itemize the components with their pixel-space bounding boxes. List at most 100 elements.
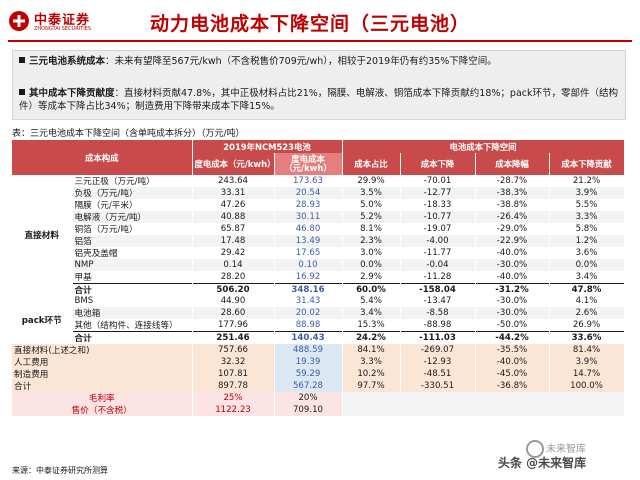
cell-decrease: -18.33	[400, 199, 476, 211]
cell-cost-new: 28.93	[274, 199, 343, 211]
table-row: 铝箔 17.48 13.49 2.3% -4.00 -22.9% 1.2%	[12, 235, 625, 247]
cell-contrib: 0.0%	[549, 259, 625, 271]
price-row: 售价（不含税） 1122.23 709.10	[12, 404, 625, 417]
cell-cost-2019: 28.60	[192, 307, 275, 320]
cell-cost-new: 20%	[274, 392, 343, 405]
cell-share: 84.1%	[342, 344, 401, 357]
table-row: 隔膜（元/平米） 47.26 28.93 5.0% -18.33 -38.8% 5.5%	[12, 199, 625, 211]
row-name: 合计	[72, 282, 193, 296]
cell-rate: -38.3%	[475, 187, 550, 199]
cell-cost-2019: 33.31	[192, 187, 275, 199]
cell-contrib: 4.1%	[549, 295, 625, 308]
cell-share: 97.7%	[342, 380, 401, 393]
cell-cost-2019: 243.64	[192, 175, 275, 187]
cell-cost-2019: 0.14	[192, 259, 275, 271]
cell-cost-new: 59.29	[274, 368, 343, 381]
brand-name-en: ZHONGTAI SECURITIES	[34, 26, 92, 32]
bullet-1-label: 三元电池系统成本	[29, 56, 106, 67]
table-row: 直接材料 三元正极（万元/吨） 243.64 173.63 29.9% -70.01 -28…	[12, 175, 625, 296]
cell-share: 10.2%	[342, 368, 401, 381]
summary-body: 直接材料(上述之和) 757.66 488.59 84.1% -269.07 -35.5%…	[12, 344, 625, 393]
table-row: 合计 897.78 567.28 97.7% -330.51 -36.8% 100.0%	[12, 380, 625, 393]
cell-cost-2019: 897.78	[192, 380, 275, 393]
cell-cost-new: 567.28	[274, 380, 343, 393]
cell-share: 5.2%	[342, 211, 401, 223]
cell-rate: -50.0%	[475, 319, 550, 332]
cell-cost-new: 46.80	[274, 223, 343, 235]
table-row: 负极（万元/吨） 33.31 20.54 3.5% -12.77 -38.3% 3.9%	[12, 187, 625, 199]
bullet-1-text: ：未来有望降至567元/kwh（不含税售价709元/wh），相较于2019年仍有…	[105, 56, 497, 67]
cell-decrease: -48.51	[400, 368, 476, 381]
cell-decrease: -111.03	[400, 331, 476, 345]
title-divider	[8, 40, 632, 42]
cell-decrease: -158.04	[400, 282, 476, 296]
cell-cost-2019: 25%	[192, 392, 275, 405]
cell-contrib: 21.2%	[549, 175, 625, 187]
cell-share: 2.3%	[342, 235, 401, 247]
cell-decrease: -0.04	[400, 259, 476, 271]
cell-share: 15.3%	[342, 319, 401, 332]
cell-cost-new: 17.65	[274, 247, 343, 259]
cell-cost-new: 0.10	[274, 259, 343, 271]
cell-share: 2.9%	[342, 270, 401, 284]
cell-decrease: -8.58	[400, 307, 476, 320]
cost-table: 成本构成 2019年NCM523电池 电池成本下降空间 度电成本（元/kwh） …	[12, 140, 625, 417]
cell-cost-new: 20.54	[274, 187, 343, 199]
cell-contrib: 3.4%	[549, 270, 625, 284]
bullet-2-label: 其中成本下降贡献度	[29, 88, 115, 99]
cell-cost-new: 348.16	[274, 282, 343, 296]
summary-bullet-2: 其中成本下降贡献度：直接材料贡献47.8%，其中正极材料占比21%，隔膜、电解液…	[19, 87, 619, 113]
table-row: 电解液（万元/吨） 40.88 30.11 5.2% -10.77 -26.4% 3.3%	[12, 211, 625, 223]
cell-decrease: -4.00	[400, 235, 476, 247]
cell-rate: -38.8%	[475, 199, 550, 211]
cell-rate: -22.9%	[475, 235, 550, 247]
cell-rate: -35.5%	[475, 344, 550, 357]
row-name: BMS	[72, 295, 193, 308]
subheader-cost-2019: 度电成本（元/kwh）	[192, 153, 275, 175]
cell-share: 24.2%	[342, 331, 401, 345]
brand-logo: 中泰证券 ZHONGTAI SECURITIES	[8, 8, 118, 38]
cell-cost-new: 16.92	[274, 270, 343, 284]
cell-share: 5.0%	[342, 199, 401, 211]
table-row: NMP 0.14 0.10 0.0% -0.04 -30.0% 0.0%	[12, 259, 625, 271]
cell-contrib: 33.6%	[549, 331, 625, 345]
cell-rate: -40.0%	[475, 356, 550, 369]
cell-cost-2019: 251.46	[192, 331, 275, 345]
row-name: 电池箱	[72, 307, 193, 320]
table-row: 甲基 28.20 16.92 2.9% -11.28 -40.0% 3.4%	[12, 270, 625, 284]
group-label: 直接材料	[12, 175, 73, 296]
cell-cost-2019: 107.81	[192, 368, 275, 381]
cell-decrease: -88.98	[400, 319, 476, 332]
cell-cost-new: 30.11	[274, 211, 343, 223]
row-name: 其他（结构件、连接线等）	[72, 319, 193, 332]
cell-rate: -45.0%	[475, 368, 550, 381]
row-name: 甲基	[72, 270, 193, 284]
group-label: pack环节	[12, 295, 73, 345]
subheader-share: 成本占比	[342, 153, 401, 175]
cell-decrease: -70.01	[400, 175, 476, 187]
summary-bullet-1: 三元电池系统成本：未来有望降至567元/kwh（不含税售价709元/wh），相较…	[19, 55, 619, 68]
cell-cost-2019: 65.87	[192, 223, 275, 235]
table-row: 直接材料(上述之和) 757.66 488.59 84.1% -269.07 -35.5%…	[12, 344, 625, 357]
cell-cost-2019: 17.48	[192, 235, 275, 247]
cell-cost-2019: 757.66	[192, 344, 275, 357]
subheader-contrib: 成本下降贡献	[549, 153, 625, 175]
row-name: 三元正极（万元/吨）	[72, 175, 193, 187]
summary-box: 三元电池系统成本：未来有望降至567元/kwh（不含税售价709元/wh），相较…	[12, 50, 626, 120]
cell-cost-new: 709.10	[274, 404, 343, 417]
cell-rate: -40.0%	[475, 270, 550, 284]
watermark: 未来智库 头条 @未来智库	[496, 440, 636, 470]
cell-rate: -44.2%	[475, 331, 550, 345]
cell-share: 5.4%	[342, 295, 401, 308]
cell-decrease: -12.93	[400, 356, 476, 369]
cell-rate: -40.0%	[475, 247, 550, 259]
source-note: 来源：中泰证券研究所测算	[12, 466, 108, 475]
row-name: 铜箔（万元/吨）	[72, 223, 193, 235]
cell-contrib: 14.7%	[549, 368, 625, 381]
row-name: 直接材料(上述之和)	[12, 344, 193, 357]
row-name: 售价（不含税）	[12, 404, 193, 417]
header-space: 电池成本下降空间	[342, 140, 625, 153]
cell-cost-2019: 177.96	[192, 319, 275, 332]
watermark-line-2: 头条 @未来智库	[498, 456, 587, 470]
subheader-decrease: 成本下降	[400, 153, 476, 175]
